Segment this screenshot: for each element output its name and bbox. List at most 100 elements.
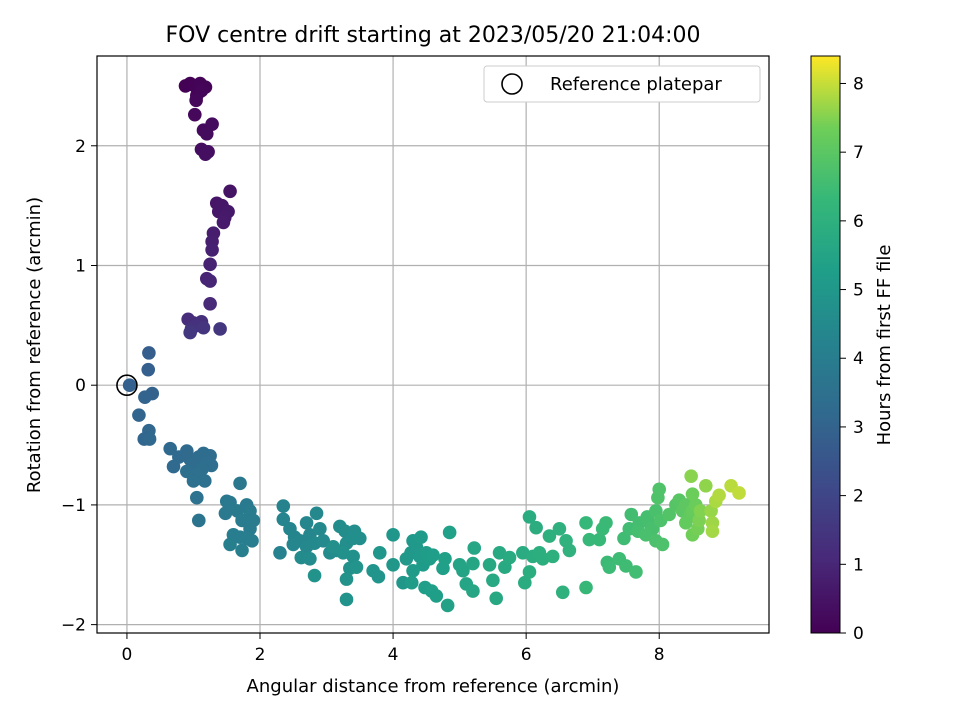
data-point (223, 537, 237, 552)
data-point (349, 560, 364, 574)
x-tick-label: 8 (654, 645, 665, 665)
data-point (698, 478, 713, 493)
data-point (579, 516, 593, 530)
data-point (372, 545, 387, 560)
colorbar-gradient (810, 55, 841, 634)
data-point (190, 490, 204, 505)
data-point (440, 598, 455, 613)
data-point (339, 592, 354, 607)
data-point (655, 537, 670, 552)
data-point (685, 487, 700, 501)
data-point (386, 557, 400, 572)
reference-marker (116, 374, 138, 397)
legend-label: Reference platepar (550, 74, 722, 95)
data-point (426, 548, 440, 562)
x-tick-label: 4 (388, 645, 399, 665)
colorbar-tick-label: 0 (853, 624, 864, 644)
data-point (712, 488, 726, 503)
colorbar-tick-label: 2 (853, 487, 864, 507)
data-point (216, 215, 231, 230)
data-point (579, 580, 593, 595)
data-point (652, 482, 667, 497)
data-point (233, 476, 247, 491)
data-point (141, 362, 156, 377)
data-point (582, 532, 597, 547)
reference-point (116, 374, 138, 397)
data-point (276, 512, 291, 527)
y-tick-label: 2 (75, 137, 86, 157)
data-point (705, 524, 720, 539)
y-tick-label: −1 (61, 496, 86, 516)
y-tick-label: −2 (61, 616, 86, 636)
data-point (235, 543, 249, 558)
data-point (313, 522, 327, 536)
data-point (309, 506, 324, 521)
data-point (166, 459, 181, 474)
data-point (442, 525, 457, 540)
data-point (371, 569, 386, 584)
data-point (299, 516, 314, 530)
data-point (684, 469, 698, 483)
data-point (273, 545, 287, 560)
data-point (386, 528, 400, 542)
legend-box (483, 65, 761, 103)
y-axis-label: Rotation from reference (arcmin) (24, 197, 45, 493)
x-axis-label: Angular distance from reference (arcmin) (247, 676, 620, 697)
colorbar-tick-label: 7 (853, 143, 864, 163)
data-point (502, 550, 517, 565)
data-point (213, 322, 227, 336)
data-point (191, 513, 206, 528)
data-point (316, 534, 331, 548)
y-axis-ticks: −2 −1 0 1 2 (61, 137, 97, 636)
colorbar: 0 1 2 3 4 5 6 7 8 Hours from first FF file (810, 55, 895, 644)
data-point (199, 127, 214, 141)
x-tick-label: 6 (521, 645, 532, 665)
colorbar-tick-label: 3 (853, 418, 864, 438)
data-point (456, 563, 470, 578)
colorbar-tick-label: 8 (853, 74, 864, 94)
data-point (732, 486, 746, 500)
data-point (223, 184, 237, 199)
data-point (203, 274, 217, 288)
data-point (276, 499, 291, 513)
data-point (203, 257, 217, 272)
data-point (183, 325, 197, 340)
data-point (639, 528, 653, 542)
data-point (522, 565, 537, 579)
data-point (599, 516, 613, 530)
x-axis-ticks: 0 2 4 6 8 (122, 633, 665, 665)
data-point (218, 506, 233, 521)
data-point (346, 549, 360, 564)
data-point (619, 559, 633, 573)
y-tick-label: 0 (75, 376, 86, 396)
legend-marker-icon (501, 73, 523, 95)
data-point (518, 575, 532, 590)
data-point (679, 516, 693, 530)
data-point (466, 584, 480, 598)
data-point (438, 551, 452, 566)
plot-frame (96, 55, 770, 634)
data-points (122, 76, 746, 613)
chart-title: FOV centre drift starting at 2023/05/20 … (166, 23, 701, 48)
data-point (552, 522, 567, 536)
data-point (122, 378, 137, 393)
colorbar-tick-label: 5 (853, 281, 864, 301)
data-point (163, 441, 177, 456)
data-point (466, 556, 480, 571)
data-point (592, 532, 607, 547)
data-point (522, 510, 537, 524)
data-point (307, 568, 322, 583)
data-point (205, 243, 219, 257)
data-point (545, 549, 560, 564)
data-point (414, 530, 428, 545)
data-point (188, 107, 202, 122)
data-point (245, 534, 259, 548)
colorbar-ticks: 0 1 2 3 4 5 6 7 8 (840, 74, 864, 644)
grid-lines (97, 56, 769, 633)
y-tick-label: 1 (75, 256, 86, 276)
data-point (562, 543, 577, 558)
data-point (489, 591, 504, 606)
data-point (197, 474, 212, 488)
data-point (555, 585, 570, 600)
